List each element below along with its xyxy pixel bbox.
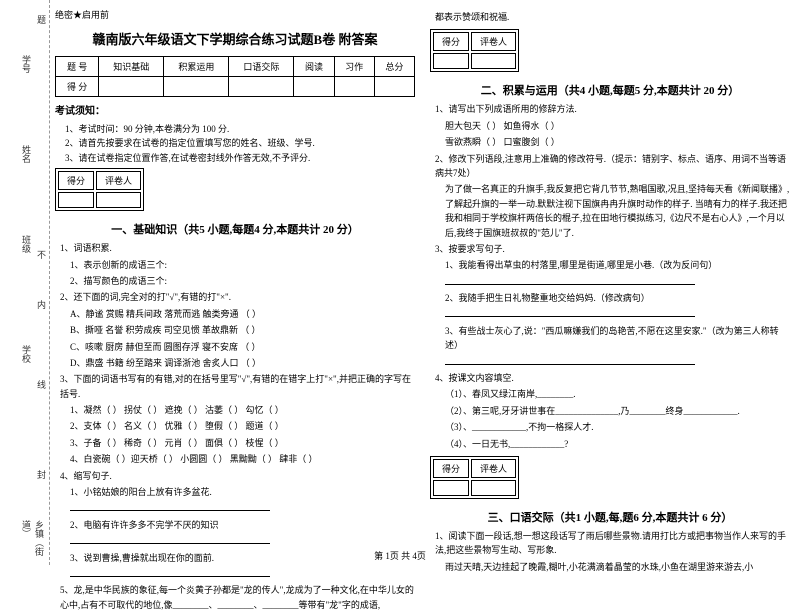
q3c: 3、子备（ ） 稀奇（ ） 元肖（ ） 面俱（ ） 枝惺（ ） — [70, 436, 415, 450]
s2q4-2: （2）、第三呢,牙牙讲世事在______________,乃________终身… — [445, 404, 790, 418]
s2q3-3: 3、有些战士灰心了,说："西瓜嘛嫌我们的岛艳苦,不愿在这里安家."（改为第三人称… — [445, 324, 790, 353]
notice-list: 1、考试时间：90 分钟,本卷满分为 100 分. 2、请首先按要求在试卷的指定… — [65, 122, 415, 165]
margin-label-ti: 题 — [35, 15, 48, 24]
right-column: 都表示赞颂和祝福. 得分评卷人 二、积累与运用（共4 小题,每题5 分,本题共计… — [430, 8, 790, 614]
th-4: 阅读 — [294, 57, 334, 77]
q1-1: 1、表示创新的成语三个: — [70, 258, 415, 272]
grader-box: 得分评卷人 — [55, 168, 144, 211]
q1-2: 2、描写颜色的成语三个: — [70, 274, 415, 288]
main-content: 绝密★启用前 赣南版六年级语文下学期综合练习试题B卷 附答案 题 号 知识基础 … — [55, 8, 790, 614]
s2q3-2: 2、我随手把生日礼物整重地交给妈妈.（修改病句） — [445, 291, 790, 305]
margin-label-id: 学号 — [20, 55, 33, 73]
col2-top: 都表示赞颂和祝福. — [435, 10, 790, 24]
margin-label-seal: 封 — [35, 470, 48, 479]
s2q1a: 胆大包天（ ） 如鱼得水（ ） — [445, 119, 790, 133]
margin-label-no: 不 — [35, 250, 48, 259]
grader-box-2: 得分评卷人 — [430, 29, 519, 72]
q2a: A、静谧 赏赐 精兵间政 落荒而逃 触类旁通 （ ） — [70, 307, 415, 321]
th-1: 知识基础 — [99, 57, 164, 77]
s2q3-1: 1、我能看得出草虫的村落里,哪里是街道,哪里是小巷.（改为反问句） — [445, 258, 790, 272]
q2c: C、咳嗽 厨房 赫但至而 圆图存浮 寝不安席 （ ） — [70, 340, 415, 354]
notice-title: 考试须知： — [55, 102, 415, 117]
margin-label-inside: 内 — [35, 300, 48, 309]
q4: 4、缩写句子. — [60, 469, 415, 483]
exam-title: 赣南版六年级语文下学期综合练习试题B卷 附答案 — [55, 29, 415, 48]
q4-1: 1、小铭姑娘的阳台上放有许多盆花. — [70, 485, 415, 499]
q3: 3、下面的词语书写有的有错,对的在括号里写"√",有错的在错字上打"×",并把正… — [60, 372, 415, 401]
sb-score: 得分 — [58, 171, 94, 190]
th-num: 题 号 — [56, 57, 99, 77]
th-2: 积累运用 — [164, 57, 229, 77]
binding-margin: 乡镇（街道） 封 线 学校 内 不 班级 姓名 学号 题 — [0, 0, 50, 565]
q3b: 2、支体（ ） 名义（ ） 优雅（ ） 堕假（ ） 题道（ ） — [70, 419, 415, 433]
q2: 2、还下面的词,完全对的打"√",有错的打"×". — [60, 290, 415, 304]
s2q4-1: （1）、春凤又绿江南岸,________. — [445, 387, 790, 401]
notice-1: 1、考试时间：90 分钟,本卷满分为 100 分. — [65, 122, 415, 136]
q3a: 1、凝然（ ） 拐仗（ ） 遮挽（ ） 沽萎（ ） 勾忆（ ） — [70, 403, 415, 417]
sb-grader: 评卷人 — [96, 171, 141, 190]
s2q3: 3、按要求写句子. — [435, 242, 790, 256]
sb2-grader: 评卷人 — [471, 32, 516, 51]
q4-2: 2、电脑有许许多多不完学不厌的知识 — [70, 518, 415, 532]
margin-label-line: 线 — [35, 380, 48, 389]
left-column: 绝密★启用前 赣南版六年级语文下学期综合练习试题B卷 附答案 题 号 知识基础 … — [55, 8, 415, 614]
q3d: 4、白瓷碗（ ）迎天桥（ ） 小圆圆（ ） 黑黝黝（ ） 肆非（ ） — [70, 452, 415, 466]
score-value-row: 得 分 — [56, 77, 415, 97]
sb2-score: 得分 — [433, 32, 469, 51]
margin-label-class: 班级 — [20, 235, 33, 253]
s2q2: 2、修改下列语段,注意用上准确的修改符号.（提示：错别字、标点、语序、用词不当等… — [435, 152, 790, 181]
th-total: 总分 — [374, 57, 414, 77]
sb3-grader: 评卷人 — [471, 459, 516, 478]
s2q1: 1、请写出下列成语所用的修辞方法. — [435, 102, 790, 116]
blank-line[interactable] — [70, 510, 270, 511]
section1-title: 一、基础知识（共5 小题,每题4 分,本题共计 20 分） — [55, 221, 415, 237]
blank-line[interactable] — [445, 364, 695, 365]
s2q2text: 为了做一名真正的升旗手,我反复把它背几节节,熟唱国歌,况且,坚持每天看《新闻联播… — [445, 182, 790, 240]
grader-box-3: 得分评卷人 — [430, 456, 519, 499]
page-footer: 第 1页 共 4页 — [0, 549, 800, 562]
score-header-row: 题 号 知识基础 积累运用 口语交际 阅读 习作 总分 — [56, 57, 415, 77]
notice-3: 3、请在试卷指定位置作答,在试卷密封线外作答无效,不予评分. — [65, 151, 415, 165]
q5: 5、龙,是中华民族的象征,每一个炎黄子孙都是"龙的传人",龙成为了一种文化,在中… — [60, 583, 415, 612]
td-label: 得 分 — [56, 77, 99, 97]
s2q4: 4、按课文内容填空. — [435, 371, 790, 385]
score-table: 题 号 知识基础 积累运用 口语交际 阅读 习作 总分 得 分 — [55, 56, 415, 97]
margin-label-school: 学校 — [20, 345, 33, 363]
notice-2: 2、请首先按要求在试卷的指定位置填写您的姓名、班级、学号. — [65, 136, 415, 150]
s2q4-4: （4）、一日无书,____________? — [445, 437, 790, 451]
sb3-score: 得分 — [433, 459, 469, 478]
blank-line[interactable] — [70, 576, 270, 577]
th-5: 习作 — [334, 57, 374, 77]
margin-label-name: 姓名 — [20, 145, 33, 163]
blank-line[interactable] — [70, 543, 270, 544]
section3-title: 三、口语交际（共1 小题,每,题6 分,本题共计 6 分） — [430, 509, 790, 525]
s2q1b: 雪欲燕瞬（ ） 口蜜腹剑（ ） — [445, 135, 790, 149]
section2-title: 二、积累与运用（共4 小题,每题5 分,本题共计 20 分） — [430, 82, 790, 98]
confidential-header: 绝密★启用前 — [55, 8, 415, 21]
th-3: 口语交际 — [229, 57, 294, 77]
q2b: B、撕哑 名誉 积劳成疾 司空见惯 革故鼎新 （ ） — [70, 323, 415, 337]
q1: 1、词语积累. — [60, 241, 415, 255]
blank-line[interactable] — [445, 284, 695, 285]
q2d: D、鼎盛 书籍 纷至踏来 调译浙池 舍炙人口 （ ） — [70, 356, 415, 370]
blank-line[interactable] — [445, 316, 695, 317]
s2q4-3: （3）、____________,不拘一格探人才. — [445, 420, 790, 434]
